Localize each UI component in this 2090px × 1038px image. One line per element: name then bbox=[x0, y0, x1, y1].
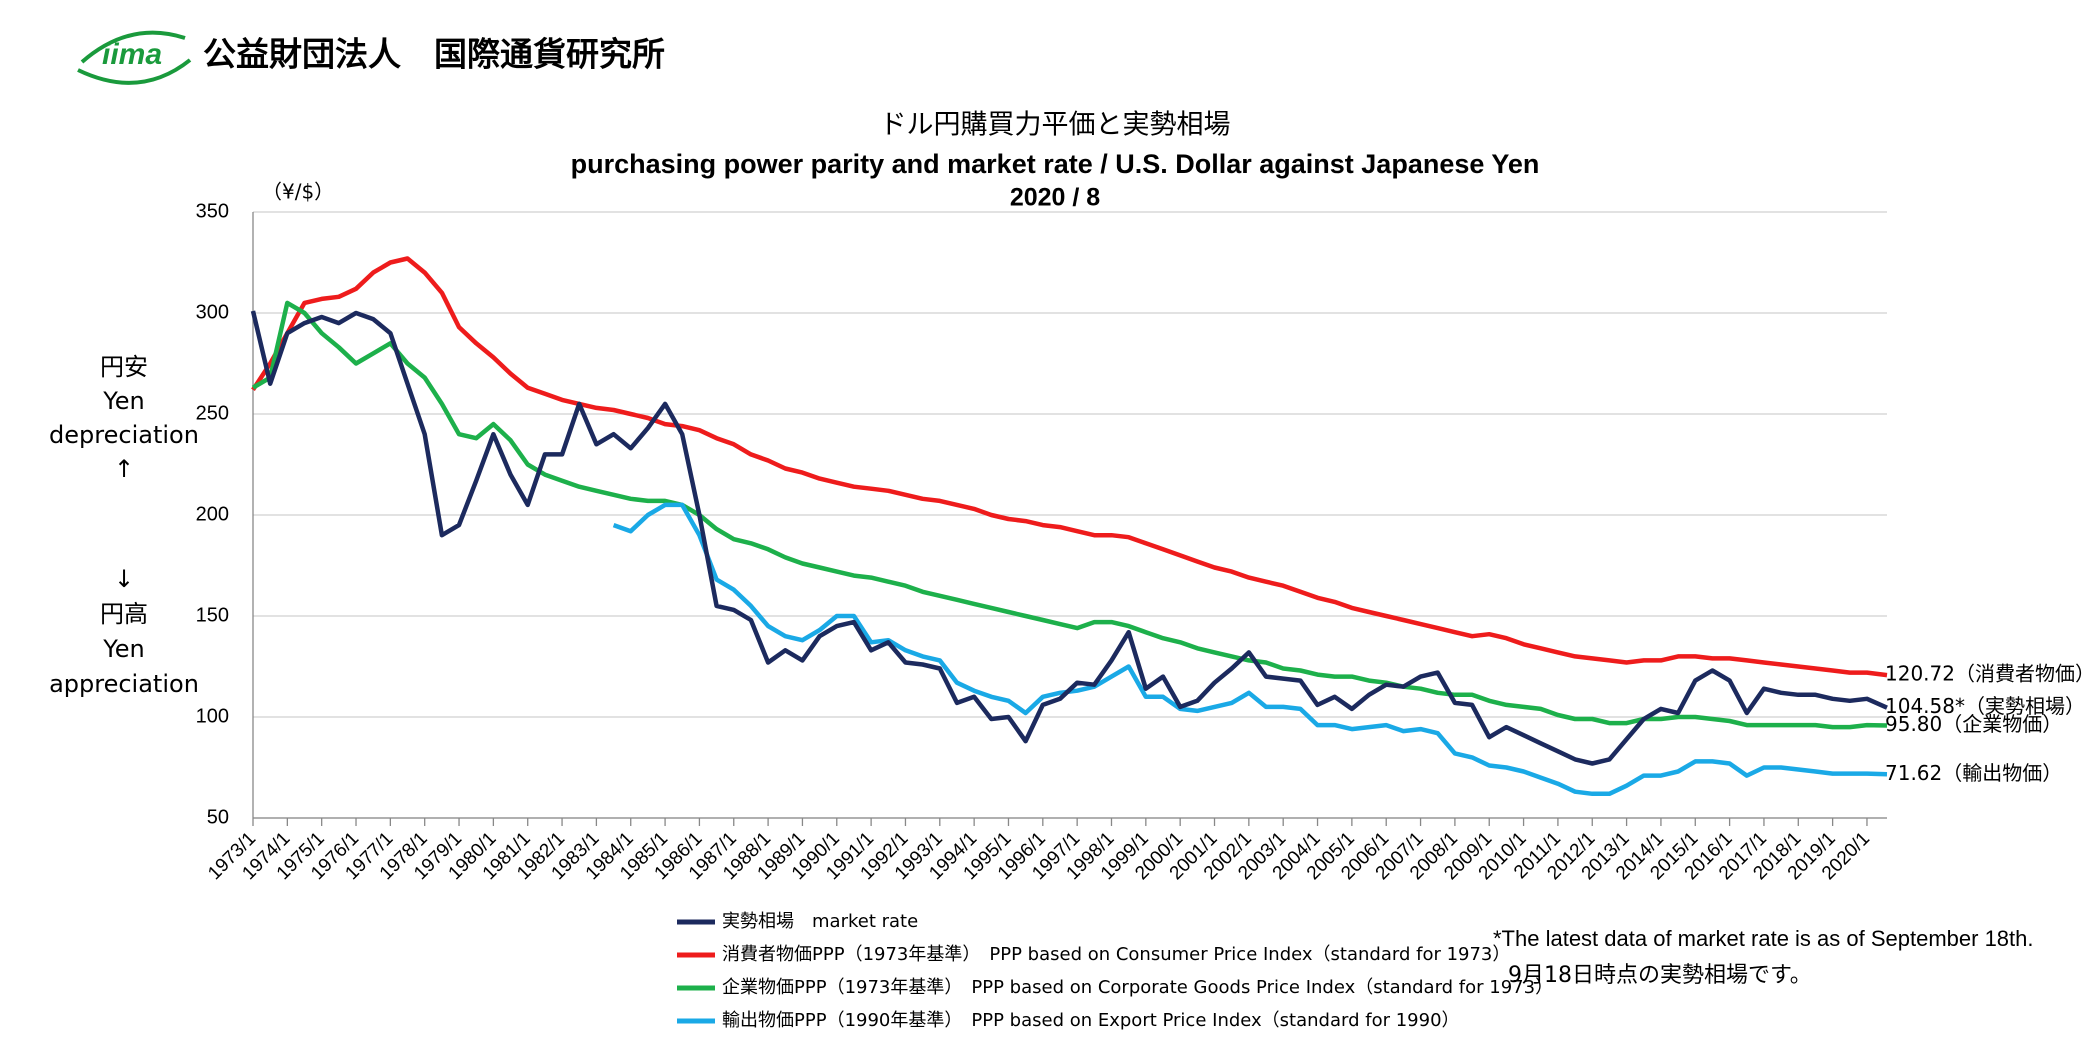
series-line bbox=[250, 310, 1888, 766]
chart-date: 2020 / 8 bbox=[1010, 184, 1100, 212]
end-label: 71.62（輸出物価） bbox=[1885, 761, 2062, 785]
logo-text: iima bbox=[102, 38, 162, 71]
y-tick-label: 200 bbox=[196, 503, 229, 525]
y-tick-label: 100 bbox=[196, 705, 229, 727]
y-tick-label: 50 bbox=[207, 806, 229, 828]
annotation: ↑ bbox=[114, 455, 134, 483]
legend-label: 輸出物価PPP（1990年基準） PPP based on Export Pri… bbox=[722, 1010, 1460, 1031]
series-line bbox=[612, 502, 1888, 797]
organization: 公益財団法人 国際通貨研究所 bbox=[203, 35, 665, 74]
note: *The latest data of market rate is as of… bbox=[1493, 926, 2034, 951]
logo-swoosh bbox=[77, 30, 192, 85]
legend-label: 実勢相場 market rate bbox=[722, 911, 918, 932]
annotation: 円高 bbox=[100, 600, 148, 628]
chart-title: ドル円購買力平価と実勢相場 bbox=[880, 110, 1231, 141]
y-tick-label: 300 bbox=[196, 301, 229, 323]
annotation: depreciation bbox=[49, 421, 199, 449]
series-line bbox=[251, 300, 1888, 730]
y-unit: （¥/$） bbox=[262, 180, 334, 204]
note: 9月18日時点の実勢相場です。 bbox=[1508, 963, 1812, 988]
end-label: 95.80（企業物価） bbox=[1885, 712, 2062, 736]
legend-label: 消費者物価PPP（1973年基準） PPP based on Consumer … bbox=[722, 944, 1510, 965]
y-tick-label: 350 bbox=[196, 200, 229, 222]
series-line bbox=[251, 256, 1888, 678]
y-tick-label: 250 bbox=[196, 402, 229, 424]
annotation: appreciation bbox=[49, 670, 199, 698]
annotation: 円安 bbox=[100, 353, 148, 381]
y-tick-label: 150 bbox=[196, 604, 229, 626]
end-label: 120.72（消費者物価） bbox=[1885, 662, 2090, 686]
annotation: Yen bbox=[102, 387, 144, 415]
chart-subtitle: purchasing power parity and market rate … bbox=[571, 149, 1540, 179]
annotation: Yen bbox=[102, 635, 144, 663]
annotation: ↓ bbox=[114, 565, 134, 593]
legend-label: 企業物価PPP（1973年基準） PPP based on Corporate … bbox=[722, 977, 1553, 998]
logo: iima bbox=[77, 30, 192, 85]
end-label: 104.58*（実勢相場） bbox=[1885, 694, 2085, 718]
